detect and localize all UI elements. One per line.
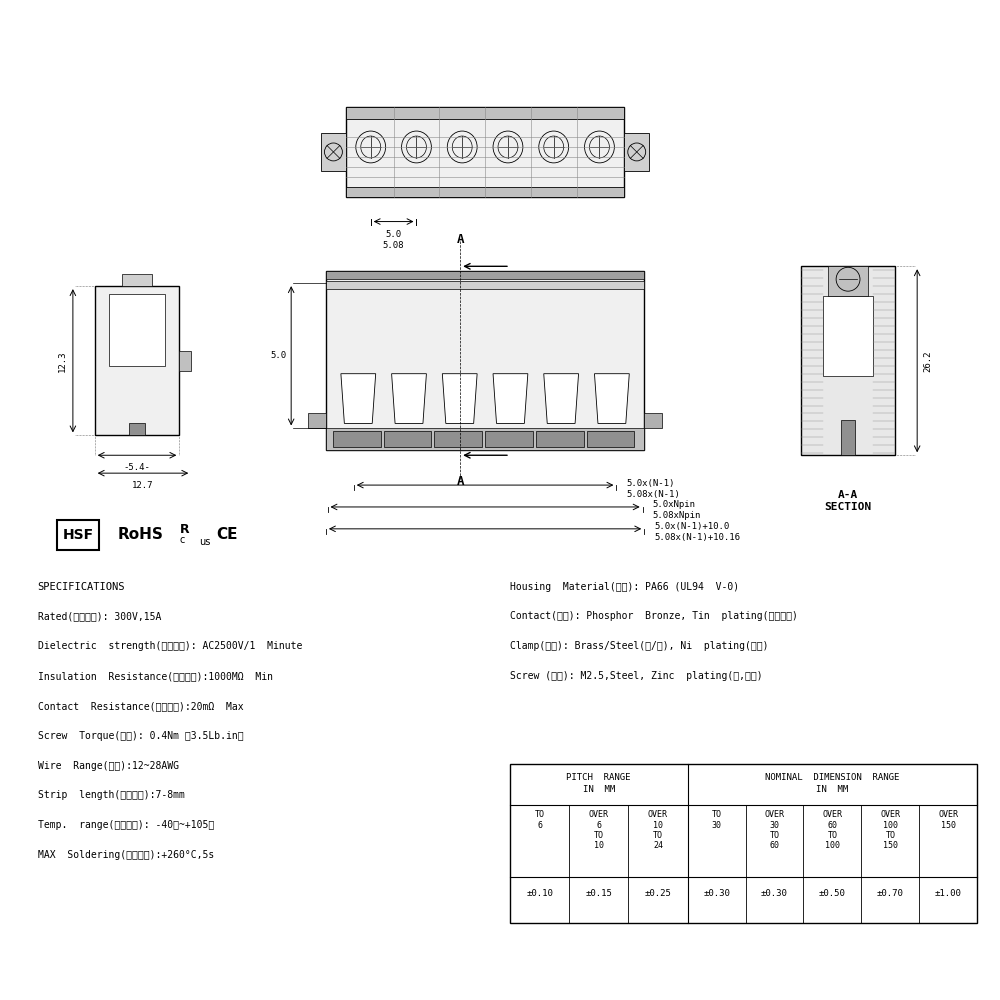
Text: Housing  Material(塑件): PA66 (UL94  V-0): Housing Material(塑件): PA66 (UL94 V-0) — [510, 582, 739, 592]
Bar — [485, 431, 533, 447]
Polygon shape — [392, 374, 426, 423]
Text: us: us — [199, 537, 210, 547]
Bar — [510, 764, 977, 923]
Text: OVER
10
TO
24: OVER 10 TO 24 — [648, 810, 668, 850]
Bar — [326, 428, 644, 450]
Bar — [587, 431, 634, 447]
Text: OVER
150: OVER 150 — [938, 810, 958, 830]
Bar — [624, 133, 649, 171]
Text: OVER
30
TO
60: OVER 30 TO 60 — [764, 810, 784, 850]
Bar — [536, 431, 584, 447]
Text: Wire  Range(线径):12~28AWG: Wire Range(线径):12~28AWG — [38, 761, 179, 771]
Text: Contact(端子): Phosphor  Bronze, Tin  plating(磷锂镀镈): Contact(端子): Phosphor Bronze, Tin platin… — [510, 611, 798, 621]
Bar — [57, 520, 99, 550]
Text: 12.3: 12.3 — [58, 350, 67, 372]
Text: Screw  Torque(扝矩): 0.4Nm （3.5Lb.in）: Screw Torque(扝矩): 0.4Nm （3.5Lb.in） — [38, 731, 243, 741]
Bar — [346, 107, 624, 197]
Text: -5.4-: -5.4- — [124, 463, 150, 472]
Text: TO
6: TO 6 — [535, 810, 545, 830]
Bar — [434, 431, 482, 447]
Bar — [321, 133, 346, 171]
Text: TO
30: TO 30 — [712, 810, 722, 830]
Text: 5.08xNpin: 5.08xNpin — [653, 511, 701, 520]
Bar — [823, 296, 873, 376]
Text: OVER
100
TO
150: OVER 100 TO 150 — [880, 810, 900, 850]
Polygon shape — [594, 374, 629, 423]
Text: 5.08x(N-1): 5.08x(N-1) — [626, 490, 680, 499]
Text: ±0.10: ±0.10 — [526, 889, 553, 898]
Text: ±0.50: ±0.50 — [819, 889, 846, 898]
Text: 5.0: 5.0 — [386, 230, 402, 239]
Bar — [122, 274, 152, 286]
Text: MAX  Soldering(瞬时温度):+260°C,5s: MAX Soldering(瞬时温度):+260°C,5s — [38, 850, 214, 860]
Text: Rated(额定参数): 300V,15A: Rated(额定参数): 300V,15A — [38, 611, 161, 621]
Text: Temp.  range(操作温度): -40℃~+105℃: Temp. range(操作温度): -40℃~+105℃ — [38, 820, 214, 830]
Bar — [644, 413, 662, 428]
Text: PITCH  RANGE: PITCH RANGE — [566, 773, 631, 782]
Bar — [841, 420, 855, 455]
Bar — [308, 413, 326, 428]
Text: 5.0x(N-1)+10.0: 5.0x(N-1)+10.0 — [654, 522, 729, 531]
Bar — [95, 286, 179, 435]
Text: Strip  length(剥线长度):7-8mm: Strip length(剥线长度):7-8mm — [38, 790, 184, 800]
Text: 5.08x(N-1)+10.16: 5.08x(N-1)+10.16 — [654, 533, 740, 542]
Bar — [109, 294, 165, 366]
Bar — [129, 423, 145, 435]
Text: ±0.15: ±0.15 — [585, 889, 612, 898]
Polygon shape — [544, 374, 579, 423]
Text: Insulation  Resistance(绦缘电阳):1000MΩ  Min: Insulation Resistance(绦缘电阳):1000MΩ Min — [38, 671, 273, 681]
Text: Contact  Resistance(接触电阳):20mΩ  Max: Contact Resistance(接触电阳):20mΩ Max — [38, 701, 243, 711]
Text: IN  MM: IN MM — [583, 785, 615, 794]
Polygon shape — [493, 374, 528, 423]
Bar — [326, 271, 644, 279]
Text: Dielectric  strength(抗电强度): AC2500V/1  Minute: Dielectric strength(抗电强度): AC2500V/1 Min… — [38, 641, 302, 651]
Text: c: c — [179, 535, 185, 545]
Text: Clamp(方块): Brass/Steel(锂/鐵), Ni  plating(镀镈): Clamp(方块): Brass/Steel(锂/鐵), Ni plating(… — [510, 641, 768, 651]
Text: ±0.25: ±0.25 — [645, 889, 671, 898]
Text: HSF: HSF — [63, 528, 94, 542]
Bar — [384, 431, 431, 447]
Text: CE: CE — [217, 527, 238, 542]
Text: ±0.70: ±0.70 — [877, 889, 904, 898]
Text: 5.0x(N-1): 5.0x(N-1) — [626, 479, 675, 488]
Text: A-A
SECTION: A-A SECTION — [824, 490, 872, 512]
Bar — [333, 431, 381, 447]
Text: RoHS: RoHS — [117, 527, 163, 542]
Text: OVER
6
TO
10: OVER 6 TO 10 — [589, 810, 609, 850]
Text: SPECIFICATIONS: SPECIFICATIONS — [38, 582, 125, 592]
Bar — [179, 351, 191, 371]
Bar — [326, 271, 644, 450]
Text: 5.08: 5.08 — [383, 241, 404, 250]
Bar — [346, 187, 624, 197]
Bar — [828, 266, 868, 296]
Text: ±0.30: ±0.30 — [703, 889, 730, 898]
Text: 5.0: 5.0 — [270, 351, 286, 360]
Text: A: A — [456, 233, 464, 246]
Text: 5.0xNpin: 5.0xNpin — [653, 500, 696, 509]
Text: ±1.00: ±1.00 — [935, 889, 962, 898]
Text: IN  MM: IN MM — [816, 785, 849, 794]
Text: 12.7: 12.7 — [132, 481, 154, 490]
Text: OVER
60
TO
100: OVER 60 TO 100 — [822, 810, 842, 850]
Text: Screw (蝶丝): M2.5,Steel, Zinc  plating(锂,镀镨): Screw (蝶丝): M2.5,Steel, Zinc plating(锂,镀… — [510, 671, 763, 681]
Text: A: A — [456, 475, 464, 488]
Bar — [346, 107, 624, 119]
Text: 26.2: 26.2 — [923, 350, 932, 372]
Text: NOMINAL  DIMENSION  RANGE: NOMINAL DIMENSION RANGE — [765, 773, 900, 782]
Bar — [801, 266, 895, 455]
Polygon shape — [341, 374, 376, 423]
Text: ±0.30: ±0.30 — [761, 889, 788, 898]
Bar — [326, 281, 644, 289]
Polygon shape — [442, 374, 477, 423]
Text: $\mathbf{R}$: $\mathbf{R}$ — [179, 523, 190, 536]
